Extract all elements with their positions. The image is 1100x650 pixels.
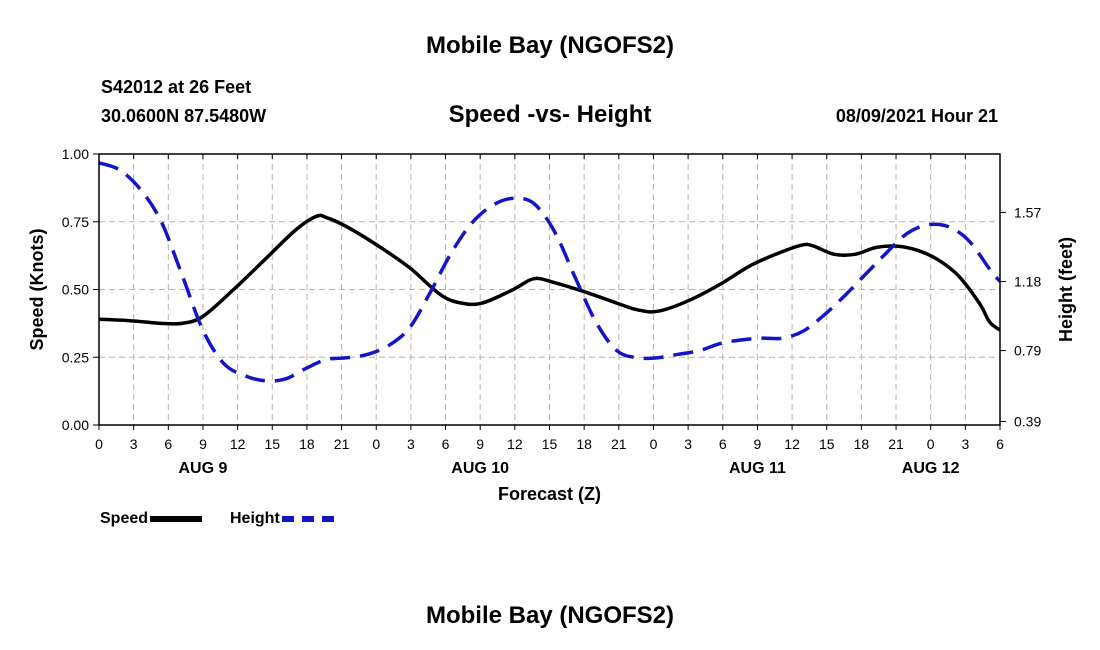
station-label: S42012 at 26 Feet	[101, 77, 252, 97]
y2-tick-label: 0.79	[1014, 343, 1041, 359]
station-coords: 30.0600N 87.5480W	[101, 106, 267, 126]
speed-series-line	[99, 213, 1000, 332]
plot-frame	[98, 153, 1001, 426]
forecast-datetime: 08/09/2021 Hour 21	[835, 106, 998, 126]
x-axis-title: Forecast (Z)	[498, 484, 601, 504]
x-tick-label: 9	[754, 436, 762, 452]
x-tick-label: 12	[230, 436, 246, 452]
y2-tick-label: 0.39	[1014, 413, 1041, 429]
y2-axis-title: Height (feet)	[1056, 237, 1076, 342]
legend-height: Height	[230, 510, 334, 528]
axis-labels: 0 3 6 9 12 15 18 21 0 3 6 9 12 15 18 21 0 3 6 9 12 15 18 21 0 3 60…	[27, 146, 1076, 504]
x-tick-label: 21	[334, 436, 350, 452]
x-tick-label: 6	[164, 436, 172, 452]
x-tick-label: 3	[684, 436, 692, 452]
chart-title: Mobile Bay (NGOFS2)	[425, 32, 675, 59]
x-tick-label: 21	[611, 436, 627, 452]
day-label: AUG 11	[729, 460, 786, 477]
x-tick-label: 18	[576, 436, 592, 452]
x-tick-label: 3	[130, 436, 138, 452]
y2-tick-label: 1.57	[1014, 204, 1041, 220]
x-tick-label: 21	[888, 436, 904, 452]
x-tick-label: 12	[507, 436, 523, 452]
x-tick-label: 6	[996, 436, 1004, 452]
x-tick-label: 15	[819, 436, 835, 452]
x-tick-label: 0	[927, 436, 935, 452]
y-axis-title: Speed (Knots)	[27, 228, 47, 350]
y-tick-label: 1.00	[62, 146, 89, 162]
x-tick-label: 18	[854, 436, 870, 452]
x-tick-label: 15	[542, 436, 558, 452]
x-tick-label: 6	[719, 436, 727, 452]
y-tick-label: 0.75	[62, 214, 89, 230]
y2-tick-label: 1.18	[1014, 274, 1041, 290]
x-tick-label: 18	[299, 436, 315, 452]
legend-height-swatch	[281, 516, 334, 522]
legend-speed: Speed	[100, 510, 203, 528]
x-tick-label: 6	[442, 436, 450, 452]
y-tick-label: 0.00	[62, 417, 89, 433]
axes	[93, 153, 1006, 430]
day-label: AUG 10	[451, 460, 509, 477]
x-tick-label: 0	[372, 436, 380, 452]
x-tick-label: 15	[264, 436, 280, 452]
x-tick-label: 12	[784, 436, 800, 452]
chart-subtitle: Speed -vs- Height	[448, 101, 652, 128]
x-tick-label: 3	[407, 436, 415, 452]
legend-height-label: Height	[230, 510, 280, 527]
series-layer	[99, 161, 1000, 383]
legend-speed-label: Speed	[100, 510, 149, 527]
x-tick-label: 3	[961, 436, 969, 452]
day-label: AUG 9	[179, 460, 228, 477]
y-tick-label: 0.50	[62, 282, 89, 298]
x-tick-label: 0	[650, 436, 658, 452]
x-tick-label: 9	[476, 436, 484, 452]
legend-speed-swatch	[150, 516, 203, 522]
x-tick-label: 9	[199, 436, 207, 452]
x-tick-label: 0	[95, 436, 103, 452]
day-label: AUG 12	[902, 460, 960, 477]
footer-title: Mobile Bay (NGOFS2)	[425, 602, 675, 629]
height-series-line	[99, 161, 1000, 383]
y-tick-label: 0.25	[62, 349, 89, 365]
